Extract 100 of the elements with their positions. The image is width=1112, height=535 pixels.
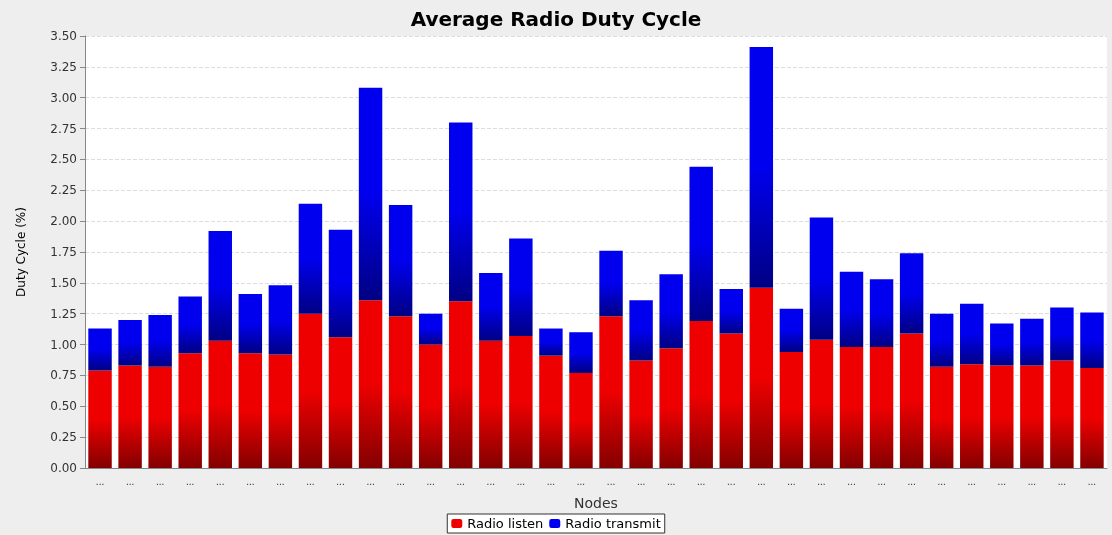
y-tick-label: 1.00	[50, 337, 77, 352]
x-tick-label: ...	[306, 475, 315, 487]
y-tick-label: 0.50	[50, 399, 77, 414]
y-axis-title: Duty Cycle (%)	[14, 207, 28, 297]
bar	[929, 366, 954, 468]
legend-label: Radio listen	[467, 516, 544, 531]
bar	[1080, 312, 1104, 369]
bar	[960, 364, 984, 468]
y-tick-label: 3.50	[50, 29, 77, 43]
bar	[749, 287, 774, 468]
bar	[749, 47, 774, 288]
y-tick-label: 2.50	[50, 152, 77, 167]
bar	[148, 314, 172, 367]
bar	[899, 253, 924, 334]
x-tick-label: ...	[937, 475, 946, 487]
bar	[118, 319, 142, 366]
bar	[1020, 365, 1044, 468]
x-tick-label: ...	[546, 475, 556, 487]
x-tick-label: ...	[336, 475, 345, 487]
x-tick-label: ...	[636, 475, 646, 487]
bar	[298, 313, 323, 468]
bar	[238, 353, 263, 468]
bar	[1050, 360, 1074, 468]
y-tick-label: 0.00	[50, 461, 77, 475]
x-tick-label: ...	[666, 475, 676, 487]
x-tick-label: ...	[516, 475, 526, 487]
y-tick-label: 3.00	[50, 90, 77, 105]
x-tick-label: ...	[847, 475, 856, 487]
bar	[839, 271, 864, 348]
bar	[479, 272, 503, 341]
bar	[509, 335, 533, 468]
x-tick-label: ...	[606, 475, 616, 487]
bar	[358, 300, 383, 468]
x-tick-label: ...	[246, 475, 255, 487]
bar	[719, 333, 743, 468]
bar	[328, 229, 353, 338]
bar	[659, 274, 683, 349]
bar	[148, 366, 172, 468]
x-tick-label: ...	[997, 475, 1006, 487]
bar	[208, 231, 232, 341]
x-tick-label: ...	[366, 475, 375, 487]
bar	[539, 328, 563, 356]
bar	[388, 205, 413, 317]
y-tick-label: 2.75	[50, 121, 77, 136]
bar	[358, 87, 383, 301]
bar	[88, 370, 112, 468]
x-tick-label: ...	[426, 475, 435, 487]
bar	[178, 296, 202, 354]
x-tick-label: ...	[486, 475, 495, 487]
bar	[599, 316, 623, 468]
bar	[899, 333, 924, 468]
x-tick-label: ...	[456, 475, 465, 487]
bar	[509, 238, 533, 336]
bar	[1050, 307, 1074, 361]
x-axis-title: Nodes	[574, 495, 618, 511]
bar	[809, 339, 834, 468]
bar	[569, 332, 593, 373]
bar	[388, 316, 413, 468]
y-tick-label: 1.75	[50, 245, 77, 259]
x-tick-label: ...	[877, 475, 886, 487]
bar	[539, 355, 563, 468]
x-tick-label: ...	[907, 475, 916, 487]
bar	[418, 344, 443, 468]
x-tick-label: ...	[787, 475, 796, 487]
bar	[268, 285, 293, 355]
bar	[178, 353, 202, 468]
bar	[869, 279, 894, 348]
bar	[479, 340, 503, 468]
bar	[869, 347, 894, 468]
x-tick-label: ...	[396, 475, 405, 487]
x-tick-label: ...	[186, 475, 195, 487]
bar	[929, 313, 954, 367]
bar	[88, 328, 112, 371]
bar	[118, 365, 142, 468]
bar	[569, 372, 593, 468]
bar	[328, 337, 353, 468]
y-tick-label: 2.00	[50, 214, 77, 229]
bar	[238, 293, 263, 354]
bar	[960, 303, 984, 365]
bar	[268, 354, 293, 468]
bar	[418, 313, 443, 345]
bar	[809, 217, 834, 340]
y-tick-label: 1.50	[50, 275, 77, 290]
x-tick-label: ...	[1027, 475, 1037, 487]
bar	[689, 321, 713, 468]
bar	[990, 323, 1014, 366]
y-tick-label: 2.25	[50, 183, 77, 198]
y-tick-label: 1.25	[50, 306, 77, 321]
x-tick-label: ...	[216, 475, 225, 487]
x-tick-label: ...	[967, 475, 976, 487]
x-tick-label: ...	[757, 475, 766, 487]
x-tick-label: ...	[125, 475, 135, 487]
y-tick-label: 0.25	[50, 430, 77, 445]
bar	[659, 348, 683, 468]
x-tick-label: ...	[697, 475, 706, 487]
legend-label: Radio transmit	[565, 516, 661, 531]
bar	[629, 300, 653, 361]
bar	[1020, 318, 1044, 366]
x-tick-label: ...	[576, 475, 586, 487]
bar	[449, 301, 473, 468]
